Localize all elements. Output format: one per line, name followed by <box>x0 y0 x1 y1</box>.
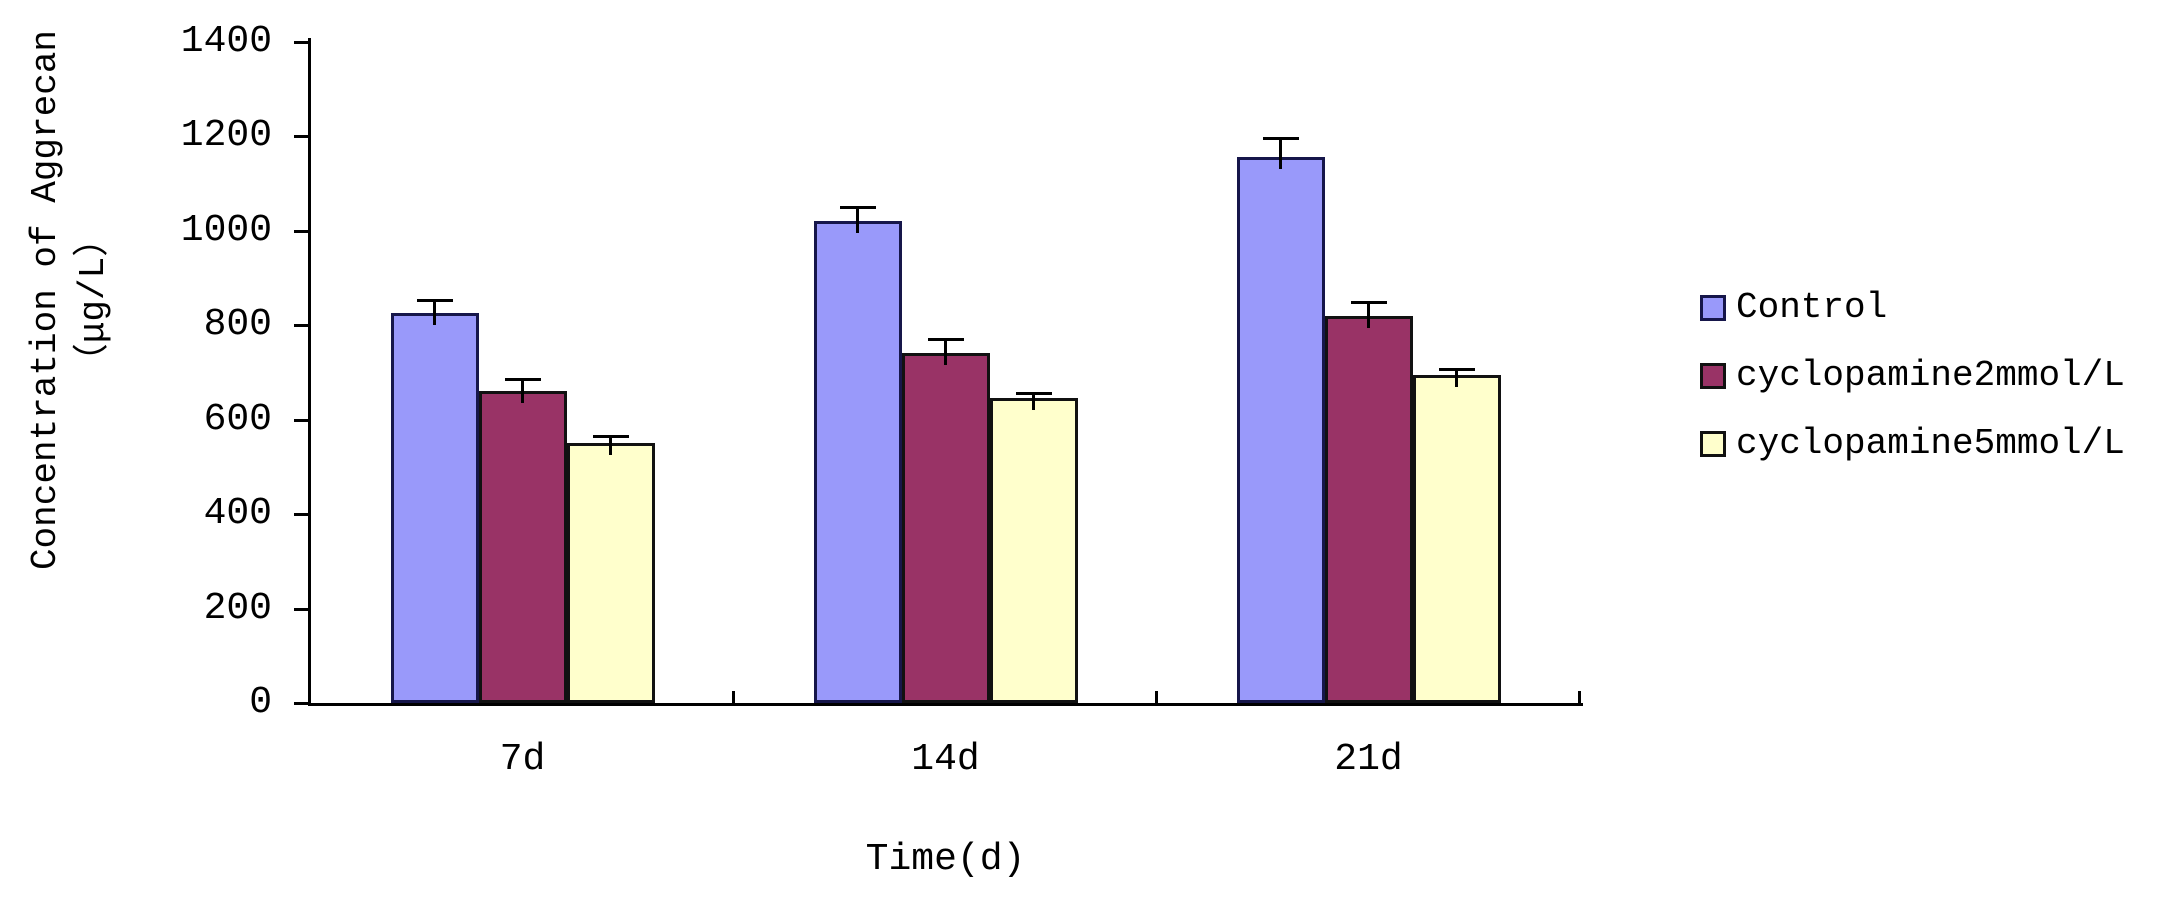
y-tick-label: 0 <box>249 681 272 724</box>
error-bar-cap <box>1350 301 1387 305</box>
y-tick-mark <box>294 40 311 44</box>
error-bar-cap <box>592 435 629 439</box>
y-tick-label: 1400 <box>180 19 272 63</box>
y-tick-label: 600 <box>203 397 272 441</box>
error-bar-cap <box>839 205 876 209</box>
error-bar-stem <box>433 299 436 326</box>
legend-item-cyclopamine5mmol/L: cyclopamine5mmol/L <box>1700 423 2125 464</box>
y-axis-line <box>308 38 311 706</box>
x-category-label-7d: 7d <box>499 738 546 781</box>
error-bar-cap <box>927 338 964 342</box>
y-tick-mark <box>294 135 311 138</box>
x-axis-title: Time(d) <box>865 838 1026 881</box>
error-bar-stem <box>944 339 947 366</box>
bar-cyclopamine5mmol/L-14d <box>989 398 1078 703</box>
x-tick-mark <box>1578 691 1581 703</box>
y-tick-label: 800 <box>203 303 272 346</box>
error-bar-cap <box>504 378 541 382</box>
x-tick-mark <box>1155 691 1158 703</box>
y-tick-mark <box>294 702 311 705</box>
legend-label: Control <box>1736 287 1888 328</box>
legend-item-Control: Control <box>1700 287 2125 328</box>
x-axis-line <box>308 703 1583 706</box>
x-category-label-21d: 21d <box>1334 738 1403 781</box>
y-tick-mark <box>294 418 311 422</box>
legend-label: cyclopamine5mmol/L <box>1736 423 2125 464</box>
error-bar-cap <box>1015 391 1052 395</box>
y-tick-mark <box>294 324 311 327</box>
y-tick-mark <box>294 607 311 611</box>
error-bar-stem <box>521 379 524 404</box>
error-bar-cap <box>1438 367 1475 371</box>
y-tick-label: 1200 <box>180 114 272 157</box>
y-tick-label: 200 <box>203 586 272 630</box>
legend-item-cyclopamine2mmol/L: cyclopamine2mmol/L <box>1700 355 2125 396</box>
error-bar-stem <box>1279 138 1282 170</box>
legend-color-swatch <box>1700 431 1726 457</box>
bar-Control-14d <box>813 221 902 703</box>
bar-Control-7d <box>390 313 479 703</box>
bar-cyclopamine5mmol/L-7d <box>566 443 655 703</box>
error-bar-stem <box>1367 302 1370 328</box>
error-bar-stem <box>1032 392 1035 411</box>
x-tick-mark <box>732 691 735 703</box>
x-category-label-14d: 14d <box>911 738 980 781</box>
legend-label: cyclopamine2mmol/L <box>1736 355 2125 396</box>
error-bar-stem <box>856 206 859 234</box>
legend-color-swatch <box>1700 295 1726 321</box>
y-tick-label: 400 <box>203 492 272 535</box>
legend-color-swatch <box>1700 363 1726 389</box>
error-bar-cap <box>416 298 453 302</box>
bar-cyclopamine2mmol/L-14d <box>901 353 990 703</box>
error-bar-stem <box>609 436 612 456</box>
bar-cyclopamine5mmol/L-21d <box>1412 374 1501 703</box>
bar-Control-21d <box>1236 157 1325 703</box>
y-tick-mark <box>294 513 311 516</box>
y-tick-mark <box>294 229 311 233</box>
y-tick-label: 1000 <box>180 208 272 252</box>
legend: Control cyclopamine2mmol/L cyclopamine5mmo… <box>1700 287 2125 497</box>
error-bar-stem <box>1455 368 1458 387</box>
error-bar-cap <box>1262 137 1299 141</box>
bar-cyclopamine2mmol/L-7d <box>478 391 567 703</box>
bar-cyclopamine2mmol/L-21d <box>1324 315 1413 703</box>
